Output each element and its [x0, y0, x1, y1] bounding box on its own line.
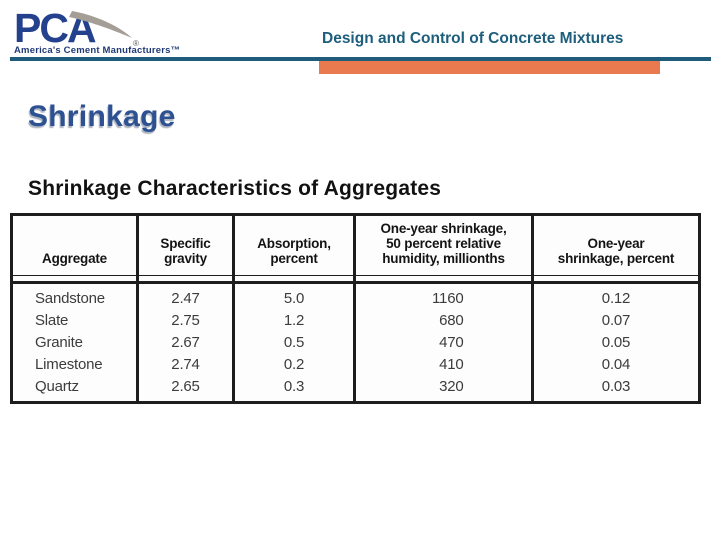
logo-tagline: America's Cement Manufacturers™	[14, 45, 181, 56]
cell-shrinkage-millionths: 470	[353, 332, 533, 354]
cell-specific-gravity: 2.74	[136, 354, 234, 376]
cell-aggregate: Sandstone	[35, 290, 105, 307]
header-title: Design and Control of Concrete Mixtures	[322, 30, 624, 47]
cell-aggregate: Quartz	[35, 378, 79, 395]
pca-logo-text: PCA	[14, 5, 96, 49]
cell-shrinkage-millionths: 680	[353, 310, 533, 332]
page-title: Shrinkage	[28, 100, 176, 133]
table-row-sandstone: Sandstone 2.47 5.0 1160 0.12	[12, 282, 700, 310]
cell-aggregate: Granite	[35, 334, 83, 351]
col-header-one-year-shrinkage-percent: One-year shrinkage, percent	[531, 214, 700, 276]
cell-value: 470	[439, 334, 464, 351]
col-header-one-year-shrinkage-millionths: One-year shrinkage, 50 percent relative …	[353, 214, 533, 276]
cell-absorption: 1.2	[232, 310, 355, 332]
cell-specific-gravity: 2.67	[136, 332, 234, 354]
cell-value: 680	[439, 312, 464, 329]
cell-value: 320	[439, 378, 464, 395]
cell-shrinkage-millionths: 320	[353, 376, 533, 403]
cell-absorption: 0.3	[232, 376, 355, 403]
col-header-absorption-percent: Absorption, percent	[232, 214, 355, 276]
cell-shrinkage-millionths: 1160	[353, 282, 533, 310]
cell-absorption: 0.2	[232, 354, 355, 376]
cell-shrinkage-millionths: 410	[353, 354, 533, 376]
table-row-granite: Granite 2.67 0.5 470 0.05	[12, 332, 700, 354]
table-row-slate: Slate 2.75 1.2 680 0.07	[12, 310, 700, 332]
cell-specific-gravity: 2.47	[136, 282, 234, 310]
pca-logo: PCA ®	[14, 5, 139, 49]
cell-value: 410	[439, 356, 464, 373]
cell-shrinkage-percent: 0.07	[531, 310, 700, 332]
header-accent-bar	[319, 61, 660, 74]
header-rule-line	[10, 57, 711, 61]
col-header-specific-gravity: Specific gravity	[136, 214, 234, 276]
cell-aggregate: Limestone	[35, 356, 103, 373]
aggregates-table-container: Aggregate Specific gravity Absorption, p…	[10, 213, 701, 404]
cell-value: 1160	[432, 290, 464, 307]
cell-specific-gravity: 2.75	[136, 310, 234, 332]
cell-absorption: 0.5	[232, 332, 355, 354]
cell-specific-gravity: 2.65	[136, 376, 234, 403]
cell-shrinkage-percent: 0.04	[531, 354, 700, 376]
cell-shrinkage-percent: 0.12	[531, 282, 700, 310]
cell-absorption: 5.0	[232, 282, 355, 310]
table-row-quartz: Quartz 2.65 0.3 320 0.03	[12, 376, 700, 403]
table-header-row: Aggregate Specific gravity Absorption, p…	[12, 214, 700, 276]
cell-shrinkage-percent: 0.05	[531, 332, 700, 354]
logo-swoosh-icon	[69, 11, 132, 38]
cell-shrinkage-percent: 0.03	[531, 376, 700, 403]
header-body-separator	[11, 275, 700, 284]
col-header-aggregate: Aggregate	[42, 251, 107, 266]
cell-aggregate: Slate	[35, 312, 69, 329]
registered-mark: ®	[133, 39, 139, 48]
page-subtitle: Shrinkage Characteristics of Aggregates	[28, 177, 442, 200]
aggregates-table: Aggregate Specific gravity Absorption, p…	[10, 213, 701, 404]
table-row-limestone: Limestone 2.74 0.2 410 0.04	[12, 354, 700, 376]
